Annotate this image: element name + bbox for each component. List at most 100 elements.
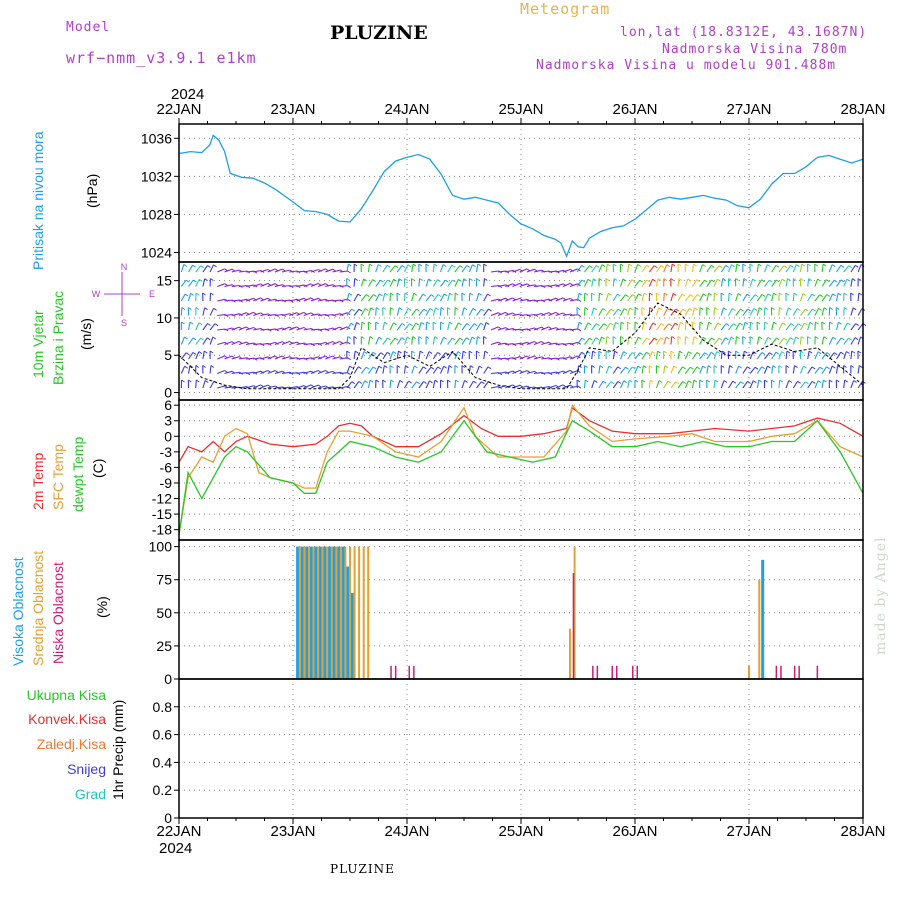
- wind-barb: [814, 278, 819, 287]
- wind-barb: [663, 336, 667, 345]
- ytick-label: 15: [156, 273, 172, 289]
- wind-barb: [475, 336, 478, 345]
- low-cloud-bar: [408, 665, 410, 679]
- wind-barb: [217, 385, 226, 389]
- wind-barb-tick: [418, 263, 423, 267]
- wind-barb-tick: [796, 264, 800, 268]
- wind-barb: [677, 366, 683, 374]
- wind-barb-tick: [779, 307, 783, 310]
- mid-cloud-bar: [569, 628, 571, 679]
- wind-barb: [267, 385, 276, 389]
- wind-barb-tick: [671, 336, 675, 339]
- wind-barb: [490, 312, 499, 317]
- wind-barb: [598, 336, 603, 345]
- low-cloud-bar: [616, 665, 618, 679]
- wind-barb: [742, 381, 748, 389]
- wind-barb-tick: [348, 292, 353, 296]
- wind-barb-tick: [348, 263, 352, 267]
- wind-barb: [699, 279, 706, 287]
- wind-barb: [843, 351, 847, 360]
- wind-barb: [447, 351, 453, 360]
- wind-barb-tick: [347, 298, 351, 302]
- wind-barb: [785, 323, 792, 331]
- wind-barb-tick: [744, 321, 749, 325]
- wind-barb-tick: [811, 293, 816, 297]
- wind-speed-line: [178, 302, 864, 390]
- wind-barb-tick: [347, 285, 351, 289]
- xtick-bottom-label: 25JAN: [498, 823, 543, 840]
- wind-barb-tick: [202, 365, 206, 368]
- wind-barb-tick: [769, 279, 773, 283]
- wind-barb: [289, 326, 297, 331]
- low-cloud-bar: [632, 665, 634, 679]
- wind-barb: [411, 308, 417, 316]
- wind-barb-tick: [584, 292, 589, 296]
- wind-barb: [202, 265, 208, 273]
- wind-barb: [605, 293, 609, 302]
- wind-barb-tick: [667, 380, 672, 384]
- wind-barb: [843, 278, 848, 287]
- wind-barb: [231, 356, 240, 360]
- wind-barb-tick: [840, 279, 845, 283]
- wind-barb-tick: [449, 321, 453, 325]
- wind-barb: [670, 293, 674, 302]
- wind-barb-tick: [710, 351, 715, 355]
- wind-barb-tick: [433, 263, 438, 267]
- wind-barb: [843, 337, 850, 345]
- wind-barb: [541, 285, 550, 288]
- wind-barb: [180, 279, 187, 287]
- wind-barb: [677, 293, 683, 302]
- ytick-label: 6: [164, 397, 172, 413]
- wind-barb: [195, 265, 202, 273]
- wind-barb: [677, 308, 684, 316]
- wind-barb: [605, 381, 612, 389]
- wind-barb: [612, 278, 615, 287]
- wind-barb-tick: [419, 350, 424, 354]
- wind-barb-tick: [615, 321, 619, 325]
- wind-barb: [303, 327, 312, 331]
- wind-barb: [720, 380, 725, 389]
- wind-barb: [418, 366, 424, 374]
- high-cloud-bar: [296, 546, 300, 679]
- wind-barb-tick: [593, 307, 597, 311]
- wind-barb: [439, 336, 445, 345]
- wind-barb-tick: [577, 314, 582, 318]
- wind-barb-tick: [725, 264, 730, 268]
- wind-barb: [310, 356, 319, 360]
- wind-barb: [260, 356, 269, 360]
- wind-barb-tick: [720, 292, 725, 296]
- wind-barb: [771, 264, 777, 273]
- wind-barb: [735, 308, 741, 316]
- wind-barb: [404, 323, 410, 331]
- wind-barb-tick: [656, 292, 660, 296]
- wind-barb-tick: [449, 292, 453, 296]
- wind-barb: [512, 297, 521, 302]
- wind-barb: [425, 308, 431, 316]
- wind-barb: [432, 380, 436, 389]
- wind-barb-tick: [289, 340, 293, 344]
- wind-barb: [317, 369, 326, 375]
- wind-barb: [534, 285, 543, 288]
- wind-barb-tick: [781, 351, 785, 354]
- low-cloud-bar: [413, 665, 415, 679]
- wind-barb: [461, 351, 464, 360]
- wind-barb: [468, 365, 471, 374]
- wind-barb: [447, 293, 451, 302]
- wind-barb-tick: [602, 380, 607, 384]
- wind-barb-tick: [716, 351, 721, 354]
- wind-barb: [246, 270, 255, 273]
- wind-barb-tick: [852, 307, 857, 311]
- wind-barb-tick: [605, 278, 610, 281]
- low-cloud-bar: [636, 665, 638, 679]
- wind-barb-tick: [387, 279, 391, 283]
- wind-barb: [217, 355, 225, 360]
- wind-barb: [670, 381, 677, 389]
- wind-barb-tick: [437, 351, 441, 355]
- mid-cloud-bar: [298, 546, 301, 679]
- wind-barb-tick: [375, 307, 380, 310]
- wind-barb-tick: [353, 336, 358, 339]
- wind-barb: [432, 336, 436, 345]
- wind-barb-tick: [625, 294, 629, 298]
- wind-barb: [238, 285, 247, 288]
- wind-barb-tick: [837, 365, 841, 369]
